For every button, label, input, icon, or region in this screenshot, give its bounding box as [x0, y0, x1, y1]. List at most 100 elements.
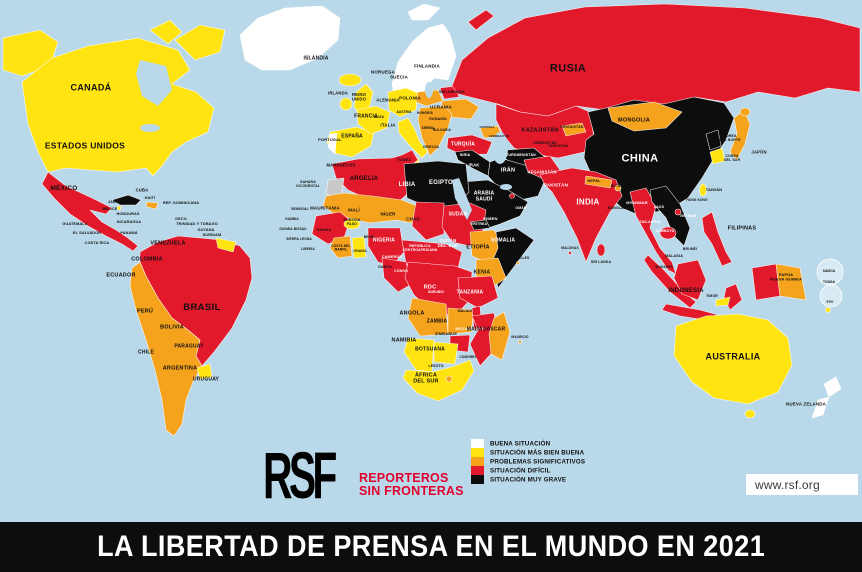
- region-sulawesi: [723, 283, 743, 311]
- region-australia: [673, 313, 793, 405]
- legend-item: PROBLEMAS SIGNIFICATIVOS: [471, 457, 612, 466]
- region-angola: [407, 297, 449, 337]
- world-map: CANADÁ ESTADOS UNIDOS MÉXICO CUBA HAITÍ REP. …: [2, 3, 861, 512]
- region-new-zealand-south: [811, 396, 830, 419]
- region-canadian-arctic-1: [174, 24, 226, 61]
- water-baltic-sea: [425, 82, 433, 98]
- legend-item: SITUACIÓN DIFÍCIL: [471, 466, 612, 475]
- legend-label: PROBLEMAS SIGNIFICATIVOS: [490, 457, 586, 466]
- region-south-korea: [709, 147, 726, 165]
- water-hudson-bay: [136, 60, 172, 106]
- region-hainan: [674, 208, 682, 216]
- region-russia: [451, 3, 861, 117]
- region-jamaica: [116, 205, 122, 211]
- region-mexico-central-america: [41, 171, 139, 252]
- legend-label: SITUACIÓN MÁS BIEN BUENA: [490, 448, 585, 457]
- legend-label: SITUACIÓN DIFÍCIL: [490, 466, 551, 475]
- region-balkans: [417, 105, 453, 157]
- legend-swatch: [471, 475, 484, 484]
- rsf-logo: RSF REPORTEROS SIN FRONTERAS: [263, 438, 464, 512]
- legend: BUENA SITUACIÓN SITUACIÓN MÁS BIEN BUENA P…: [471, 439, 612, 484]
- legend-label: BUENA SITUACIÓN: [490, 439, 551, 448]
- region-zambia: [447, 307, 475, 335]
- pacific-islands-circle-2: [819, 284, 843, 308]
- region-timor: [715, 296, 731, 307]
- region-madagascar: [488, 311, 511, 361]
- region-philippines: [701, 211, 733, 267]
- legend-item: SITUACIÓN MÁS BIEN BUENA: [471, 448, 612, 457]
- region-south-america-west: [129, 261, 203, 437]
- region-new-guinea-west: [751, 263, 781, 301]
- region-china: [583, 96, 735, 215]
- region-bhutan: [614, 184, 622, 192]
- region-tanzania: [457, 275, 499, 309]
- region-taiwan: [699, 183, 707, 197]
- region-burkina-faso: [343, 218, 361, 230]
- rsf-logo-name-line1: REPORTEROS: [359, 471, 449, 486]
- legend-swatch: [471, 439, 484, 448]
- water-persian-gulf: [500, 184, 512, 190]
- region-mongolia: [607, 101, 683, 132]
- page-title: LA LIBERTAD DE PRENSA EN EL MUNDO EN 202…: [96, 530, 766, 563]
- rsf-logo-acronym: RSF: [263, 438, 337, 512]
- legend-swatch: [471, 457, 484, 466]
- region-botswana: [433, 341, 459, 365]
- region-nepal: [584, 175, 613, 189]
- region-poland: [415, 89, 444, 107]
- region-cambodia: [659, 226, 677, 240]
- region-canada-usa: [21, 37, 215, 177]
- region-greenland: [239, 5, 341, 71]
- region-ghana: [351, 236, 367, 259]
- region-ivory-coast: [329, 235, 353, 259]
- region-france: [356, 105, 391, 135]
- legend-swatch: [471, 466, 484, 475]
- region-chad: [411, 201, 445, 241]
- water-black-sea: [448, 120, 476, 134]
- region-canadian-arctic-2: [149, 19, 183, 45]
- legend-item: SITUACIÓN MUY GRAVE: [471, 475, 612, 484]
- region-iceland: [338, 73, 362, 87]
- rsf-logo-name-line2: SIN FRONTERAS: [359, 484, 464, 499]
- region-eritrea: [469, 219, 491, 231]
- water-red-sea: [452, 178, 472, 220]
- region-uruguay: [196, 363, 213, 380]
- region-sri-lanka: [596, 243, 606, 257]
- region-cuba: [111, 194, 142, 206]
- region-ireland: [339, 97, 353, 111]
- region-tasmania: [744, 409, 756, 419]
- world-map-svg: [2, 3, 861, 437]
- region-germany-central-europe: [387, 87, 419, 118]
- region-uae: [509, 193, 515, 199]
- region-portugal: [327, 132, 338, 155]
- region-namibia: [403, 337, 435, 373]
- region-borneo: [673, 259, 707, 301]
- region-kyrgyzstan: [561, 122, 587, 137]
- legend-swatch: [471, 448, 484, 457]
- region-india-pakistan: [539, 167, 623, 263]
- legend-label: SITUACIÓN MUY GRAVE: [490, 475, 567, 484]
- title-banner: LA LIBERTAD DE PRENSA EN EL MUNDO EN 202…: [0, 522, 862, 572]
- region-hokkaido: [739, 107, 751, 117]
- region-hispaniola: [145, 201, 159, 210]
- region-lesotho: [445, 375, 453, 383]
- region-turkey: [446, 134, 493, 156]
- pacific-islands-circle-1: [816, 258, 844, 286]
- region-fiji: [825, 307, 831, 313]
- region-mauritius: [518, 340, 522, 344]
- website-box[interactable]: www.rsf.org: [746, 474, 858, 495]
- water-caspian-sea: [492, 132, 508, 164]
- region-new-zealand-north: [823, 376, 842, 398]
- region-seychelles: [516, 261, 520, 265]
- rsf-logo-name: REPORTEROS SIN FRONTERAS: [359, 472, 464, 498]
- region-sahel: [322, 192, 423, 225]
- region-novaya-zemlya: [467, 9, 495, 31]
- region-south-africa: [402, 359, 475, 402]
- region-papua-new-guinea: [775, 263, 807, 301]
- region-maldives: [568, 251, 572, 255]
- region-north-korea: [705, 129, 722, 151]
- region-laos-vietnam: [649, 185, 691, 247]
- region-svalbard: [407, 3, 441, 21]
- region-gabon-congo: [381, 257, 413, 293]
- water-great-lakes: [140, 124, 160, 132]
